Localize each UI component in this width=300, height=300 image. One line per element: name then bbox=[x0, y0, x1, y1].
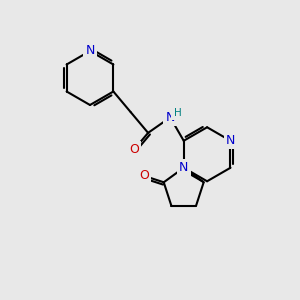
Text: O: O bbox=[129, 143, 139, 156]
Text: N: N bbox=[226, 134, 235, 147]
Text: N: N bbox=[166, 111, 175, 124]
Text: N: N bbox=[179, 161, 188, 174]
Text: H: H bbox=[173, 108, 181, 118]
Text: O: O bbox=[140, 169, 149, 182]
Text: N: N bbox=[85, 44, 95, 58]
